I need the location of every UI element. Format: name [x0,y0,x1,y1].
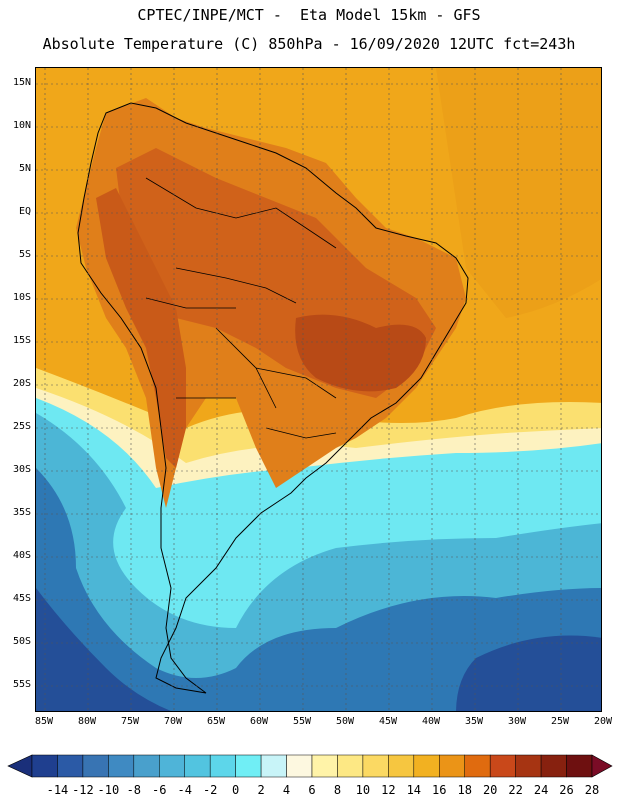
colorbar-swatch [311,754,338,778]
deepest-blue-band [36,588,171,711]
colorbar-swatch [439,754,465,778]
map-canvas [36,68,601,711]
colorbar-label: 0 [232,783,240,797]
colorbar-swatch [31,754,58,778]
colorbar-label: 16 [432,783,447,797]
colorbar-swatch [515,754,542,778]
colorbar-swatch [388,754,415,778]
colorbar-swatch [235,754,262,778]
colorbar-swatch [82,754,109,778]
colorbar-label: 28 [584,783,600,797]
lat-label-10n: 10N [12,120,31,131]
colorbar-label: -6 [152,783,167,797]
colorbar-swatch [133,754,160,778]
colorbar-swatch [413,754,440,778]
lat-label-15s: 15S [12,335,31,346]
lon-label-30w: 30W [507,716,527,727]
colorbar-label: 22 [508,783,523,797]
andes-hot-strip [96,188,186,468]
colorbar-label: 14 [406,783,422,797]
colorbar-swatch [362,754,389,778]
lat-label-45s: 45S [12,593,31,604]
tropical-atlantic-band [436,68,601,318]
colorbar-label: -12 [72,783,94,797]
colorbar-label: -2 [202,783,218,797]
colorbar-label: 6 [308,783,316,797]
lon-label-85w: 85W [34,716,54,727]
lat-label-55s: 55S [12,679,31,690]
lon-label-80w: 80W [77,716,97,727]
colorbar-swatch [489,754,516,778]
colorbar-label: 24 [533,783,549,797]
lat-label-10s: 10S [12,292,31,303]
colorbar-swatch [260,754,287,778]
lat-label-25s: 25S [12,421,31,432]
lon-label-40w: 40W [421,716,441,727]
lon-label-60w: 60W [249,716,269,727]
colorbar-swatch [184,754,211,778]
colorbar-label: 26 [559,783,574,797]
lat-label-15n: 15N [12,77,31,88]
temperature-map [35,67,602,712]
lon-label-20w: 20W [593,716,613,727]
colorbar-label: 4 [282,783,291,797]
lat-label-eq: EQ [18,206,31,217]
lon-label-75w: 75W [120,716,140,727]
colorbar-label: 12 [381,783,396,797]
lon-label-35w: 35W [464,716,484,727]
lon-label-45w: 45W [378,716,398,727]
lat-label-30s: 30S [12,464,31,475]
deepest-blue-band-east [456,635,601,711]
lon-label-55w: 55W [292,716,312,727]
colorbar-swatch [566,754,593,778]
colorbar-swatch [464,754,491,778]
colorbar-label: 20 [482,783,498,797]
colorbar-swatch [57,754,84,778]
lat-label-50s: 50S [12,636,31,647]
colorbar-under-arrow [7,754,33,778]
temperature-colorbar [7,754,613,778]
colorbar-label: 10 [355,783,371,797]
colorbar-swatch [337,754,364,778]
lat-label-40s: 40S [12,550,31,561]
colorbar-swatch [159,754,185,778]
colorbar-swatch [540,754,567,778]
colorbar-label: 18 [457,783,472,797]
lat-label-5n: 5N [18,163,31,174]
colorbar-label: -8 [126,783,142,797]
lat-label-35s: 35S [12,507,31,518]
map-title-line1: CPTEC/INPE/MCT - Eta Model 15km - GFS [137,6,481,24]
map-title-line2: Absolute Temperature (C) 850hPa - 16/09/… [42,35,576,53]
continent-hottest-core [295,314,426,392]
lat-label-5s: 5S [18,249,31,260]
deep-blue-band [36,468,601,711]
colorbar-label: -10 [97,783,120,797]
colorbar-swatch [286,754,313,778]
colorbar-label: -4 [177,783,192,797]
colorbar-swatch [108,754,135,778]
south-america-coastline [77,102,469,694]
lat-label-20s: 20S [12,378,31,389]
lon-label-65w: 65W [206,716,226,727]
lon-label-50w: 50W [335,716,355,727]
colorbar-label: -14 [46,783,69,797]
colorbar-label: 8 [333,783,342,797]
colorbar-swatch [209,754,236,778]
lon-label-70w: 70W [163,716,183,727]
colorbar-over-arrow [591,754,613,778]
lon-label-25w: 25W [550,716,570,727]
colorbar-label: 2 [257,783,265,797]
